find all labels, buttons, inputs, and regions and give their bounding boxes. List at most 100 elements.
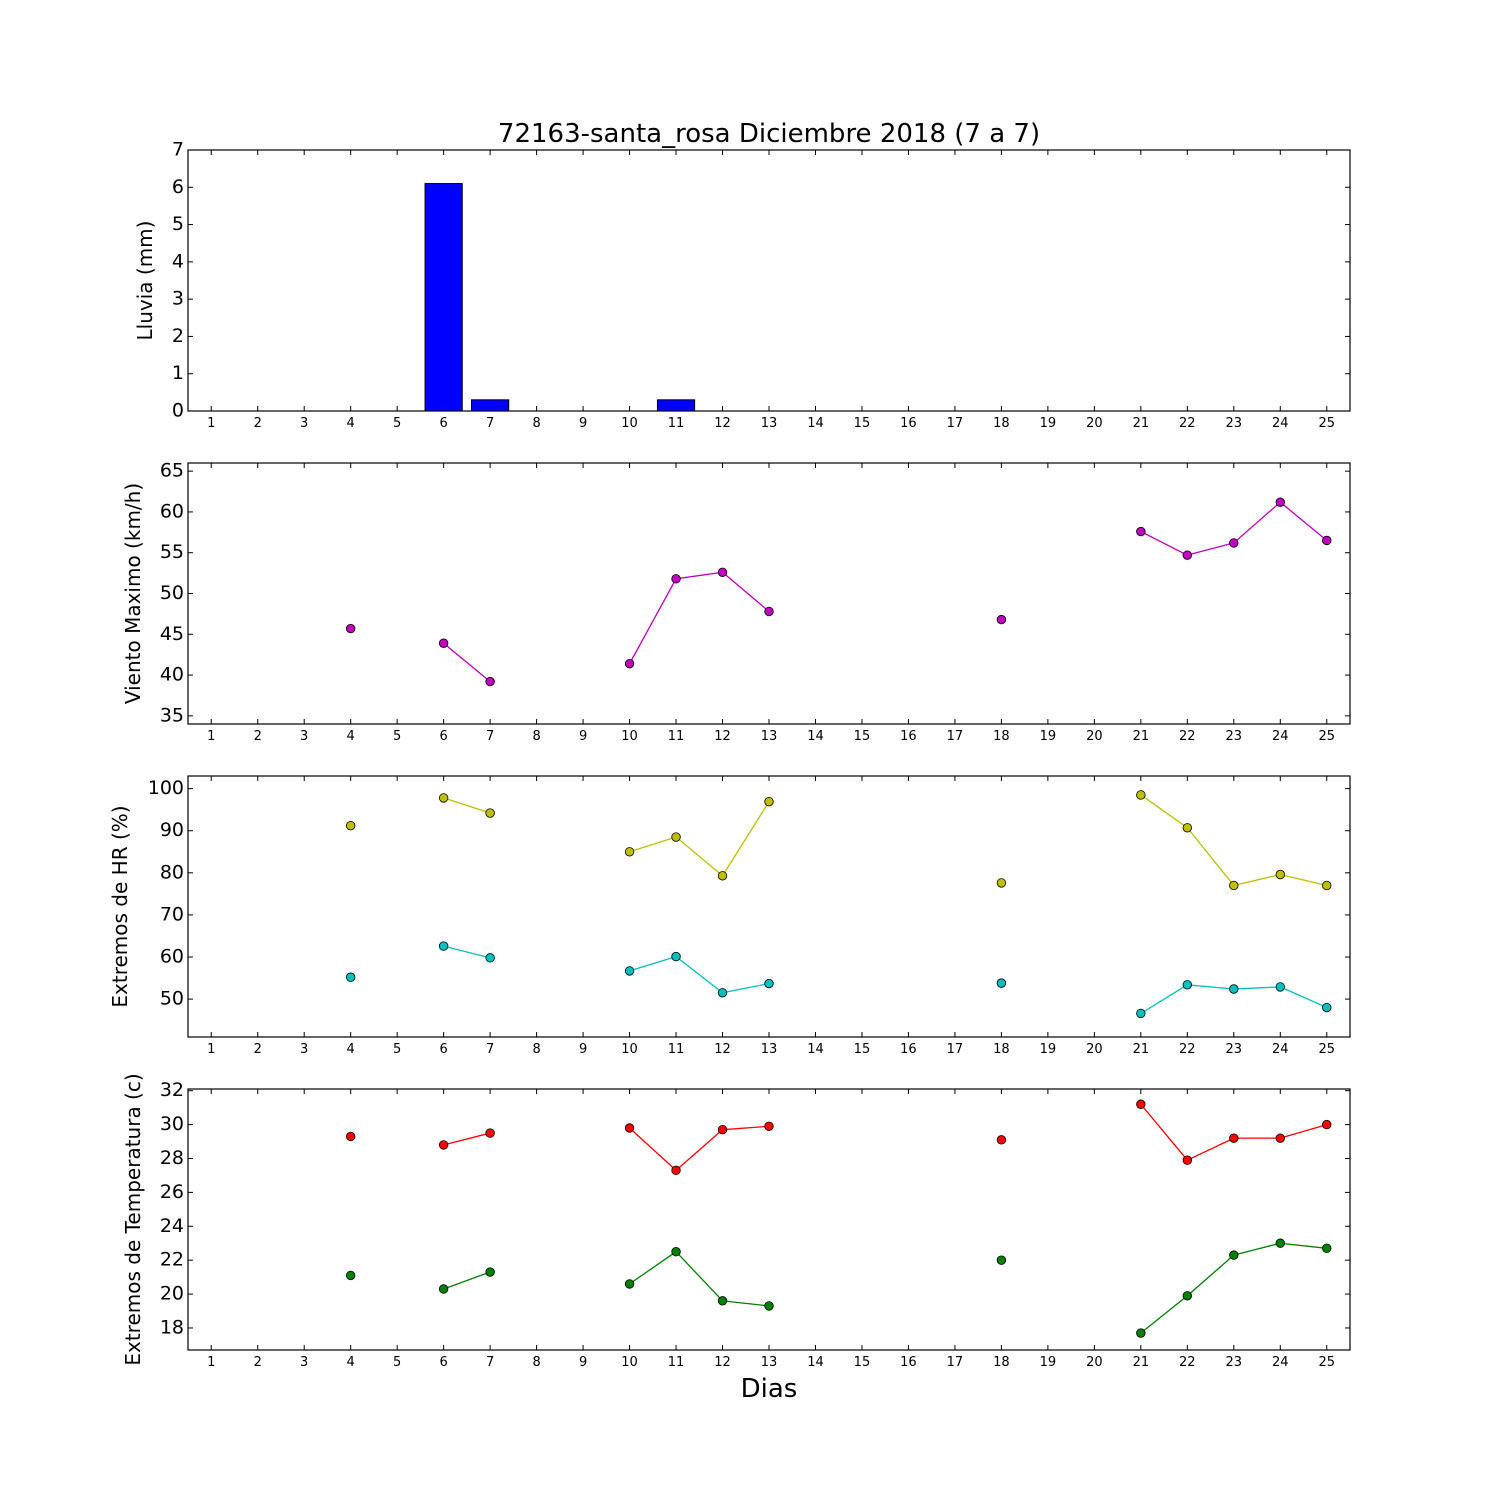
- data-point: [717, 1296, 728, 1306]
- x-tick-label: 16: [900, 1042, 917, 1057]
- x-tick-label: 12: [714, 729, 731, 744]
- data-point: [1182, 1291, 1193, 1301]
- data-point: [996, 878, 1007, 888]
- series-line-segment: [1187, 542, 1234, 556]
- series-line-segment: [443, 797, 491, 814]
- y-tick-label: 35: [160, 704, 184, 726]
- x-tick-label: 22: [1179, 1042, 1196, 1057]
- x-tick-label: 5: [393, 416, 401, 431]
- x-tick-label: 24: [1272, 416, 1289, 431]
- x-tick-label: 9: [579, 729, 587, 744]
- series-line-segment: [675, 1251, 723, 1302]
- x-tick-label: 20: [1086, 416, 1103, 431]
- y-tick-label: 6: [172, 176, 184, 198]
- x-tick-label: 18: [993, 416, 1010, 431]
- bar: [424, 183, 463, 412]
- x-tick-label: 6: [439, 1355, 447, 1370]
- data-point: [1275, 497, 1285, 507]
- data-point: [1322, 880, 1332, 891]
- data-point: [764, 978, 774, 989]
- series-line-segment: [1186, 827, 1235, 886]
- x-tick-label: 9: [579, 416, 587, 431]
- series-line-segment: [629, 1127, 677, 1171]
- chart-title: 72163-santa_rosa Diciembre 2018 (7 a 7): [498, 119, 1040, 149]
- x-tick-label: 11: [668, 1042, 685, 1057]
- x-tick-label: 25: [1318, 1042, 1335, 1057]
- x-tick-label: 15: [854, 416, 871, 431]
- x-tick-label: 16: [900, 416, 917, 431]
- data-point: [764, 1301, 774, 1311]
- y-axis-label: Lluvia (mm): [133, 221, 157, 341]
- data-point: [1322, 1243, 1332, 1254]
- x-tick-label: 10: [621, 1042, 638, 1057]
- series-line-segment: [1233, 501, 1281, 544]
- series-line-segment: [1187, 984, 1234, 990]
- x-tick-label: 17: [947, 1042, 964, 1057]
- x-tick-label: 5: [393, 1042, 401, 1057]
- data-point: [345, 623, 356, 634]
- x-tick-label: 20: [1086, 729, 1103, 744]
- x-tick-label: 3: [300, 1355, 308, 1370]
- x-tick-label: 13: [761, 416, 778, 431]
- data-point: [996, 978, 1007, 988]
- data-point: [764, 606, 774, 617]
- data-point: [1229, 538, 1239, 548]
- data-point: [485, 1128, 495, 1138]
- series-line-segment: [1233, 1242, 1281, 1256]
- x-tick-label: 7: [486, 1355, 494, 1370]
- x-tick-label: 8: [532, 1042, 540, 1057]
- y-tick-label: 28: [160, 1147, 184, 1169]
- data-point: [1136, 1008, 1146, 1019]
- x-tick-label: 8: [532, 1355, 540, 1370]
- series-line-segment: [722, 1300, 770, 1307]
- data-point: [717, 988, 728, 998]
- y-tick-label: 55: [160, 541, 184, 563]
- series-line-segment: [443, 1271, 491, 1290]
- series-line-segment: [722, 982, 770, 994]
- series-line-segment: [721, 801, 770, 877]
- x-tick-label: 1: [207, 1042, 215, 1057]
- data-point: [1136, 1099, 1146, 1109]
- x-tick-label: 25: [1318, 729, 1335, 744]
- y-tick-label: 40: [160, 664, 184, 686]
- data-point: [671, 951, 681, 962]
- x-tick-label: 22: [1179, 416, 1196, 431]
- series-line-segment: [675, 836, 723, 877]
- x-tick-label: 14: [807, 416, 824, 431]
- data-point: [624, 658, 635, 669]
- x-tick-label: 9: [579, 1042, 587, 1057]
- y-tick-label: 30: [160, 1113, 184, 1135]
- x-tick-label: 18: [993, 729, 1010, 744]
- data-point: [1182, 550, 1193, 560]
- series-line-segment: [1280, 873, 1327, 887]
- x-tick-label: 17: [947, 1355, 964, 1370]
- x-tick-label: 15: [854, 1042, 871, 1057]
- data-point: [485, 953, 495, 963]
- series-line-segment: [443, 1132, 491, 1146]
- y-tick-label: 60: [160, 946, 184, 968]
- x-tick-label: 3: [300, 416, 308, 431]
- x-tick-label: 13: [761, 729, 778, 744]
- series-line-segment: [1233, 986, 1281, 990]
- x-tick-label: 1: [207, 1355, 215, 1370]
- series-line-segment: [1140, 794, 1188, 829]
- series-line-segment: [1279, 501, 1328, 541]
- y-tick-label: 3: [172, 288, 184, 310]
- x-tick-label: 4: [347, 1355, 355, 1370]
- series-line-segment: [722, 571, 770, 612]
- x-tick-label: 2: [254, 416, 262, 431]
- x-tick-label: 10: [621, 729, 638, 744]
- series-line-segment: [722, 1125, 770, 1131]
- y-tick-label: 32: [160, 1079, 184, 1101]
- series-line-segment: [1280, 986, 1328, 1009]
- x-tick-label: 7: [486, 1042, 494, 1057]
- x-tick-label: 21: [1133, 416, 1150, 431]
- y-tick-label: 80: [160, 861, 184, 883]
- x-tick-label: 15: [854, 729, 871, 744]
- x-tick-label: 2: [254, 1355, 262, 1370]
- y-axis-label: Viento Maximo (km/h): [121, 483, 145, 704]
- y-tick-label: 4: [172, 250, 184, 272]
- x-tick-label: 4: [347, 416, 355, 431]
- data-point: [1322, 535, 1332, 546]
